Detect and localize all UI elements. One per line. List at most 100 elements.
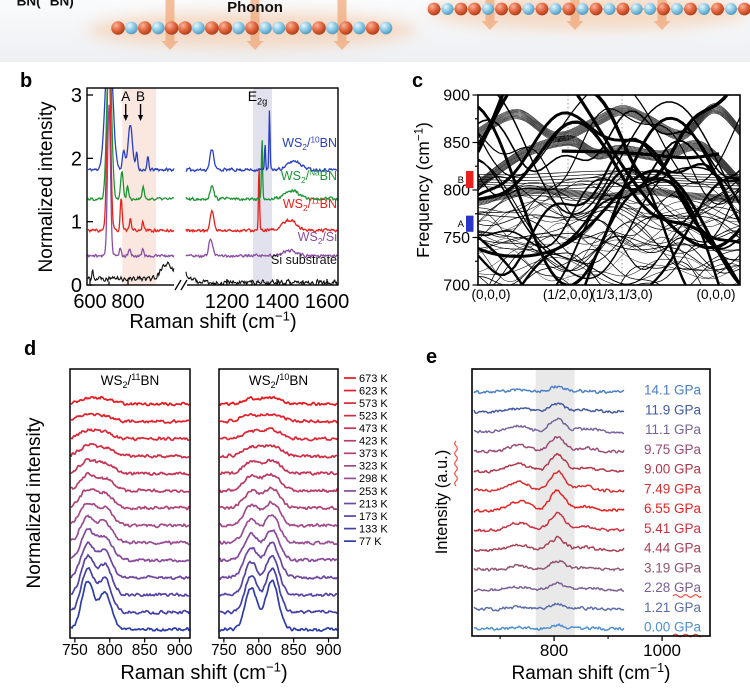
nitrogen-atom [151, 21, 165, 35]
phonon-arrow-icon [161, 0, 179, 50]
phonon-arrow-icon [333, 0, 351, 50]
curve-2.28GPa [473, 581, 625, 592]
x-tick-label: 850 [281, 642, 307, 659]
nitrogen-atom [441, 3, 454, 15]
mode-marker-label: A [458, 219, 465, 230]
pressure-label: 14.1 GPa [644, 383, 702, 398]
curve-173K [70, 553, 190, 598]
x-tick-label: 800 [246, 642, 272, 659]
curve-9.00GPa [473, 452, 625, 474]
curve-6.55GPa [473, 489, 625, 513]
curve-77K [219, 579, 338, 632]
series-ws2-11bn [87, 88, 338, 234]
y-tick-label: 800 [443, 183, 470, 200]
series-ws2-10bn [87, 88, 338, 173]
legend-label: 253 K [359, 486, 388, 498]
x-tick-label: 750 [62, 642, 88, 659]
axis-break-mark [180, 279, 188, 291]
nitrogen-atom [644, 3, 656, 15]
curve-473K [219, 458, 338, 477]
nitrogen-atom [379, 21, 393, 35]
phonon-label: Phonon [227, 0, 283, 16]
series-label: WS2/11BN [283, 196, 337, 213]
curve-523K [70, 442, 190, 459]
y-axis-title: Normalized intensity [24, 417, 45, 589]
legend-label: 133 K [359, 523, 388, 535]
panel-letter-d: d [24, 338, 37, 360]
x-tick-label: 1600 [305, 291, 350, 313]
nitrogen-atom [192, 21, 205, 35]
x-tick-label: 800 [540, 641, 568, 660]
nitrogen-atom [125, 21, 138, 35]
pressure-label: 6.55 GPa [644, 501, 702, 516]
boron-atom [738, 2, 750, 16]
curve-173K [219, 554, 337, 598]
temperature-curves [70, 395, 190, 632]
boron-atom [178, 21, 192, 35]
pressure-label: 2.28 GPa [644, 580, 702, 595]
curve-9.75GPa [473, 436, 625, 454]
spectra-curves [87, 88, 338, 285]
axis-box [69, 368, 191, 639]
nitrogen-atom [576, 3, 589, 15]
curve-253K [219, 529, 338, 563]
series-label: Si substrate [271, 253, 337, 267]
axis-box [218, 368, 339, 639]
curve-213K [219, 541, 338, 581]
curve-323K [70, 502, 190, 529]
down-arrow-icon [123, 115, 129, 121]
pressure-label: 11.9 GPa [645, 402, 702, 417]
curve-14.1GPa [473, 385, 625, 395]
boron-atom [218, 21, 232, 35]
mode-annotation: B [136, 89, 145, 104]
legend-label: 523 K [359, 410, 388, 422]
curve-4.44GPa [473, 535, 625, 553]
curve-0.00GPa [473, 622, 625, 632]
x-axis-title: Raman shift (cm−1) [512, 661, 671, 684]
subpanel-title: WS2/10BN [249, 372, 308, 390]
boron-atom [562, 2, 576, 16]
curve-373K [219, 486, 338, 511]
nitrogen-atom [671, 3, 683, 15]
series-label: WS2/Si [298, 230, 337, 246]
subpanel-title: WS2/11BN [101, 372, 160, 390]
mode-marker-label: B [458, 175, 464, 186]
k-point-label: (0,0,0) [696, 287, 735, 302]
curve-77K [70, 580, 190, 632]
legend-label: 323 K [359, 461, 388, 473]
panel-letter-c: c [412, 70, 424, 92]
pressure-label: 7.49 GPa [644, 481, 702, 496]
series-label: WS2/NaBN [281, 168, 337, 185]
temperature-curves [219, 395, 338, 632]
x-tick-label: 600 [73, 291, 106, 313]
curve-373K [70, 488, 190, 511]
boron-atom [508, 2, 522, 16]
nitrogen-atom [482, 3, 494, 15]
curve-3.19GPa [473, 559, 625, 572]
boron-atom [468, 2, 481, 16]
mode-marker-A [466, 215, 474, 232]
nitrogen-atom [326, 21, 339, 35]
mode-annotation: A [121, 89, 130, 104]
nitrogen-atom [259, 21, 272, 35]
boron-atom [616, 2, 630, 16]
panel-letter-b: b [20, 70, 33, 92]
axis-break-mark [174, 279, 182, 291]
phonon-arrow-icon [246, 0, 264, 50]
y-tick-label: 750 [443, 230, 470, 247]
series-label: WS2/10BN [282, 135, 337, 152]
mode-marker-B [466, 171, 474, 189]
boron-atom [205, 21, 219, 35]
boron-atom [495, 2, 508, 16]
legend-label: 473 K [359, 423, 388, 435]
x-axis-title: Raman shift (cm−1) [120, 659, 287, 684]
x-tick-label: 800 [97, 642, 123, 659]
x-tick-label: 850 [132, 642, 158, 659]
nitrogen-atom [725, 3, 737, 15]
curve-7.49GPa [473, 469, 625, 493]
curve-323K [219, 500, 338, 528]
boron-atom [454, 2, 468, 16]
